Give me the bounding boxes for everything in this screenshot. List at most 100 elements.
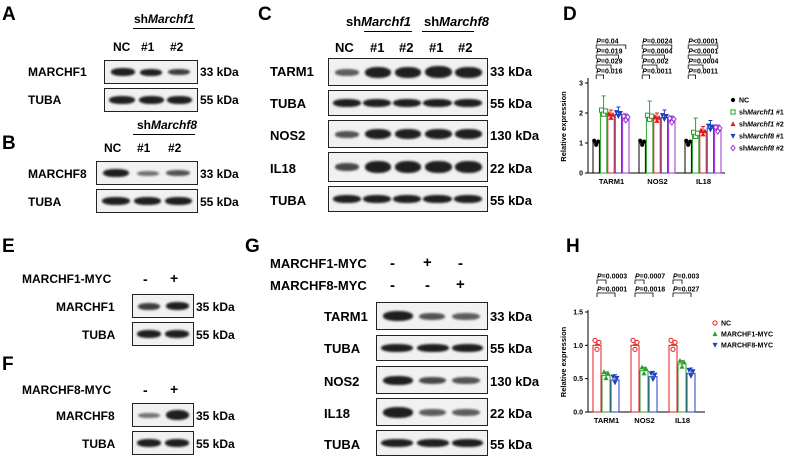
panel-c-size-22: 22 kDa: [490, 161, 532, 176]
data-point: [659, 113, 665, 118]
significance-bracket: [641, 64, 658, 69]
panel-c-group2-line: [422, 31, 474, 33]
significance-bracket: [672, 292, 692, 297]
significance-bracket: [596, 292, 616, 297]
legend-label: shMarchf1 #1: [739, 110, 784, 117]
panel-g-size-33: 33 kDa: [490, 309, 532, 324]
data-point: [643, 365, 649, 371]
panel-b-lane-2: #2: [168, 141, 182, 155]
bar: [706, 127, 715, 174]
panel-e-sign-2: +: [170, 270, 179, 286]
bar: [630, 344, 640, 413]
panel-g-c1-sign-2: +: [423, 254, 432, 271]
panel-f-blot-tuba: [132, 431, 194, 455]
data-point: [667, 114, 673, 122]
p-value-label: P=0.0004: [688, 59, 718, 66]
significance-bracket: [641, 74, 650, 79]
y-tick-label: 1.5: [573, 310, 583, 317]
p-value-label: P=0.0011: [642, 69, 672, 76]
data-point: [649, 113, 655, 119]
p-value-label: P=0.0007: [635, 274, 665, 281]
chart-h: 0.0 0.5 1.0 1.5 Relative expression TARM1 P=0.…: [559, 274, 773, 426]
data-point: [641, 370, 647, 376]
significance-bracket: [595, 54, 619, 59]
data-point: [642, 139, 647, 144]
legend-label: shMarchf1 #2: [739, 122, 784, 129]
data-point: [661, 117, 667, 122]
panel-g-c1-sign-1: -: [390, 255, 395, 272]
panel-letter-b: B: [2, 133, 16, 154]
data-point: [705, 123, 711, 129]
data-point: [639, 364, 645, 370]
bar: [592, 142, 600, 174]
panel-e-size-35: 35 kDa: [196, 300, 235, 314]
panel-c-group2-label: shMarchf8: [424, 14, 490, 29]
panel-g-blot-label-il18: IL18: [324, 406, 351, 421]
panel-letter-f: F: [2, 354, 14, 375]
x-tick-label: TARM1: [599, 177, 624, 186]
legend-marker: [712, 331, 718, 337]
panel-g-size-130: 130 kDa: [490, 374, 540, 389]
panel-letter-g: G: [245, 236, 260, 257]
bar: [699, 132, 707, 174]
significance-bracket: [687, 44, 719, 49]
data-point: [671, 115, 677, 123]
bar: [614, 114, 623, 174]
legend-label: MARCHF8-MYC: [721, 343, 773, 350]
bar: [677, 363, 687, 413]
data-point: [700, 131, 706, 137]
bar: [668, 344, 678, 413]
panel-c-blot-il18: [328, 152, 488, 182]
data-point: [634, 339, 640, 345]
panel-c-blot-label-il18: IL18: [270, 161, 297, 176]
data-point: [663, 114, 669, 119]
bar: [638, 142, 646, 174]
significance-bracket: [595, 74, 604, 79]
panel-letter-d: D: [563, 4, 577, 25]
data-point: [681, 359, 687, 365]
panel-g-blot-label-tuba2: TUBA: [324, 437, 361, 452]
data-point: [630, 337, 636, 343]
data-point: [610, 111, 616, 117]
data-point: [670, 346, 676, 352]
panel-c-blot-nos2: [328, 120, 488, 148]
panel-c-blot-label-tuba2: TUBA: [270, 193, 307, 208]
p-value-label: P=0.019: [596, 49, 622, 56]
panel-letter-e: E: [2, 236, 15, 257]
x-tick-label: TARM1: [594, 416, 619, 425]
data-point: [654, 118, 660, 123]
legend-label: NC: [739, 98, 749, 105]
panel-b-group-label: shMarchf8: [137, 118, 198, 132]
data-point: [679, 363, 685, 369]
bar: [660, 117, 669, 174]
panel-g-blot-nos2: [376, 366, 488, 394]
bar: [668, 120, 676, 174]
data-point: [688, 373, 694, 379]
x-tick-label: IL18: [675, 416, 690, 425]
data-point: [612, 380, 618, 386]
bar: [639, 370, 649, 413]
p-value-label: P<0.0001: [688, 39, 718, 46]
y-tick-label: 1: [579, 141, 583, 148]
data-point: [717, 124, 723, 132]
data-point: [652, 114, 658, 119]
legend-marker: [730, 109, 736, 115]
panel-e-sign-1: -: [143, 271, 148, 287]
p-value-label: P=0.029: [596, 59, 622, 66]
data-point: [592, 138, 597, 143]
bar: [684, 142, 692, 174]
p-value-label: P=0.016: [596, 69, 622, 76]
panel-b-size-55: 55 kDa: [200, 195, 239, 209]
panel-g-blot-label-tarm1: TARM1: [324, 309, 368, 324]
panel-c-size-130: 130 kDa: [490, 128, 540, 143]
panel-g-blot-tuba1: [376, 335, 488, 361]
panel-e-blot-tuba: [132, 322, 194, 346]
panel-c-blot-tarm1: [328, 58, 488, 86]
panel-g-condition1-label: MARCHF1-MYC: [270, 256, 367, 271]
panel-a-size-33: 33 kDa: [200, 65, 239, 79]
panel-f-blot-label-marchf8: MARCHF8: [56, 409, 115, 423]
y-tick-label: 0.5: [573, 376, 583, 383]
y-tick-label: 3: [579, 81, 583, 88]
panel-g-c2-sign-2: -: [425, 277, 430, 294]
panel-c-size-33: 33 kDa: [490, 64, 532, 79]
